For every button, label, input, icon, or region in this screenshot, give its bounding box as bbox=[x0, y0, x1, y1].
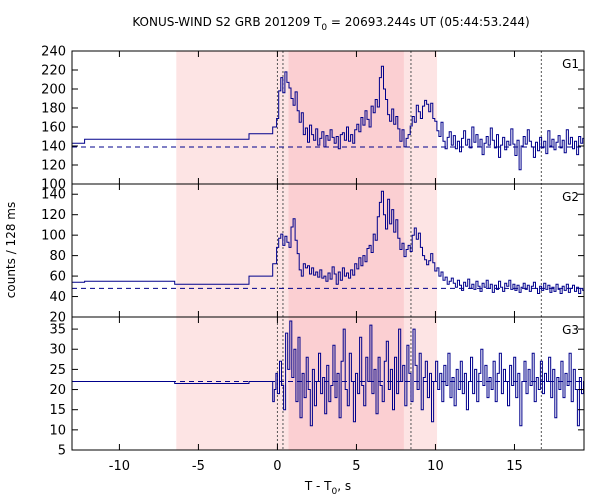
g3-ytick-label: 15 bbox=[49, 403, 66, 418]
g1-ytick-label: 180 bbox=[41, 102, 66, 117]
xtick-label: 15 bbox=[506, 459, 523, 474]
g3-ytick-label: 30 bbox=[49, 343, 66, 358]
g1-ytick-label: 220 bbox=[41, 64, 66, 79]
g2-ytick-label: 20 bbox=[49, 311, 66, 326]
g2-panel-label: G2 bbox=[562, 190, 579, 204]
g2-ytick-label: 100 bbox=[41, 229, 66, 244]
xtick-label: -5 bbox=[192, 459, 205, 474]
g3-ytick-label: 10 bbox=[49, 423, 66, 438]
g3-panel-label: G3 bbox=[562, 323, 579, 337]
g2-ytick-label: 80 bbox=[49, 249, 66, 264]
g3-panel-frame bbox=[71, 316, 585, 451]
g2-ytick-label: 120 bbox=[41, 208, 66, 223]
xtick-label: 10 bbox=[427, 459, 444, 474]
g3-ytick-label: 25 bbox=[49, 363, 66, 378]
xtick-label: -10 bbox=[109, 459, 130, 474]
xtick-label: 0 bbox=[273, 459, 281, 474]
xtick-label: 5 bbox=[352, 459, 360, 474]
panel-labels: G1 G2 G3 bbox=[562, 57, 579, 337]
axis-ticks: 1001201401601802002202402040608010012014… bbox=[41, 45, 584, 474]
g3-ytick-label: 35 bbox=[49, 323, 66, 338]
g2-ytick-label: 60 bbox=[49, 270, 66, 285]
g1-ytick-label: 200 bbox=[41, 83, 66, 98]
g1-panel-label: G1 bbox=[562, 57, 579, 71]
g1-ytick-label: 140 bbox=[41, 140, 66, 155]
y-axis-label: counts / 128 ms bbox=[4, 202, 18, 298]
panel-frames bbox=[71, 50, 585, 451]
g1-ytick-label: 120 bbox=[41, 159, 66, 174]
light-curves bbox=[72, 65, 584, 427]
g3-ytick-label: 5 bbox=[58, 444, 66, 459]
g1-light-curve bbox=[72, 65, 584, 171]
g1-ytick-label: 160 bbox=[41, 121, 66, 136]
chart-title: KONUS-WIND S2 GRB 201209 T0 = 20693.244s… bbox=[132, 15, 529, 33]
x-axis-label: T - T0, s bbox=[304, 479, 351, 497]
g2-ytick-label: 140 bbox=[41, 188, 66, 203]
g2-ytick-label: 40 bbox=[49, 290, 66, 305]
g3-ytick-label: 20 bbox=[49, 383, 66, 398]
g1-ytick-label: 240 bbox=[41, 45, 66, 60]
g1-ytick-label: 100 bbox=[41, 178, 66, 193]
